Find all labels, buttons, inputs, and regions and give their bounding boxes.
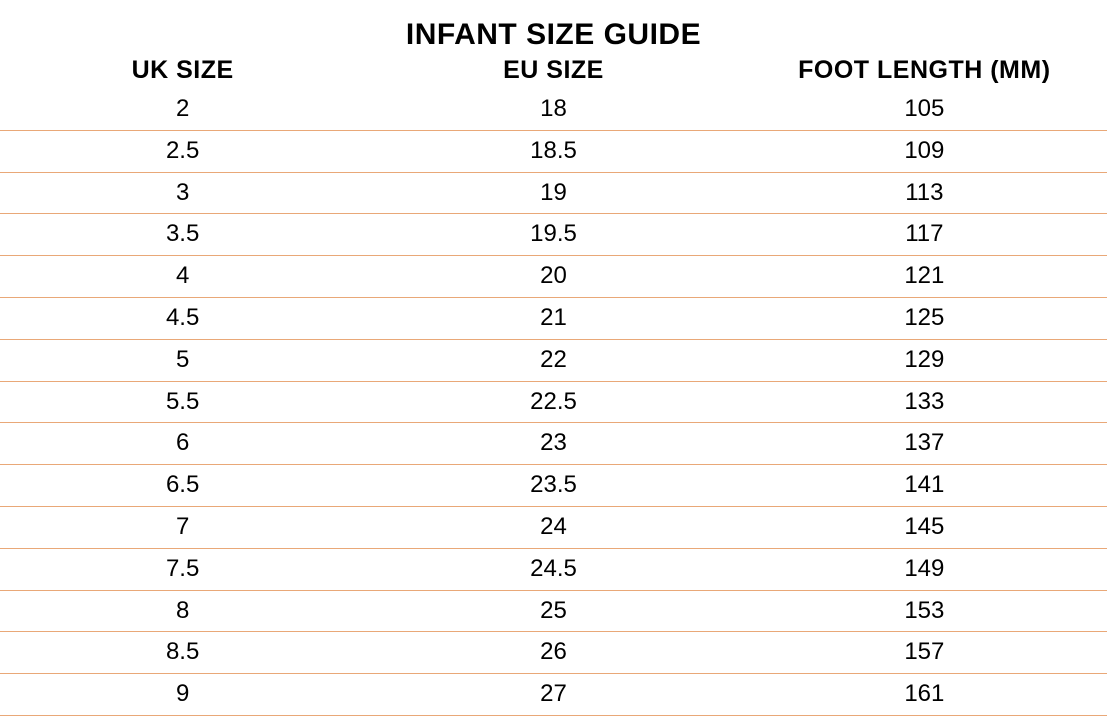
table-row: 319113: [0, 172, 1107, 214]
table-row: 4.521125: [0, 297, 1107, 339]
table-cell: 24: [365, 506, 741, 548]
table-cell: 137: [742, 423, 1107, 465]
size-guide-table: UK SIZE EU SIZE FOOT LENGTH (MM) 2181052…: [0, 54, 1107, 716]
table-cell: 149: [742, 548, 1107, 590]
table-row: 927161: [0, 674, 1107, 716]
table-row: 8.526157: [0, 632, 1107, 674]
table-cell: 20: [365, 256, 741, 298]
table-row: 218105: [0, 89, 1107, 130]
table-cell: 3.5: [0, 214, 365, 256]
table-cell: 117: [742, 214, 1107, 256]
table-cell: 145: [742, 506, 1107, 548]
table-cell: 19: [365, 172, 741, 214]
table-row: 623137: [0, 423, 1107, 465]
table-cell: 8.5: [0, 632, 365, 674]
col-header-uk-size: UK SIZE: [0, 54, 365, 89]
table-cell: 23.5: [365, 465, 741, 507]
table-cell: 105: [742, 89, 1107, 130]
table-cell: 18: [365, 89, 741, 130]
col-header-foot-length: FOOT LENGTH (MM): [742, 54, 1107, 89]
table-cell: 25: [365, 590, 741, 632]
table-row: 7.524.5149: [0, 548, 1107, 590]
table-cell: 18.5: [365, 130, 741, 172]
table-cell: 3: [0, 172, 365, 214]
table-row: 825153: [0, 590, 1107, 632]
table-cell: 4: [0, 256, 365, 298]
table-cell: 9: [0, 674, 365, 716]
table-cell: 6.5: [0, 465, 365, 507]
table-cell: 7.5: [0, 548, 365, 590]
table-cell: 161: [742, 674, 1107, 716]
table-cell: 26: [365, 632, 741, 674]
table-cell: 109: [742, 130, 1107, 172]
table-cell: 141: [742, 465, 1107, 507]
table-cell: 7: [0, 506, 365, 548]
table-row: 522129: [0, 339, 1107, 381]
table-cell: 125: [742, 297, 1107, 339]
table-row: 724145: [0, 506, 1107, 548]
table-row: 3.519.5117: [0, 214, 1107, 256]
table-cell: 8: [0, 590, 365, 632]
table-cell: 23: [365, 423, 741, 465]
table-row: 5.522.5133: [0, 381, 1107, 423]
table-cell: 5: [0, 339, 365, 381]
table-title: INFANT SIZE GUIDE: [0, 18, 1107, 52]
table-header-row: UK SIZE EU SIZE FOOT LENGTH (MM): [0, 54, 1107, 89]
table-cell: 5.5: [0, 381, 365, 423]
table-cell: 153: [742, 590, 1107, 632]
table-cell: 133: [742, 381, 1107, 423]
table-cell: 121: [742, 256, 1107, 298]
table-cell: 19.5: [365, 214, 741, 256]
table-row: 6.523.5141: [0, 465, 1107, 507]
table-row: 420121: [0, 256, 1107, 298]
table-cell: 2: [0, 89, 365, 130]
table-row: 2.518.5109: [0, 130, 1107, 172]
table-cell: 21: [365, 297, 741, 339]
table-cell: 27: [365, 674, 741, 716]
table-cell: 2.5: [0, 130, 365, 172]
col-header-eu-size: EU SIZE: [365, 54, 741, 89]
table-cell: 157: [742, 632, 1107, 674]
table-cell: 6: [0, 423, 365, 465]
table-cell: 113: [742, 172, 1107, 214]
table-cell: 129: [742, 339, 1107, 381]
table-cell: 22: [365, 339, 741, 381]
table-cell: 24.5: [365, 548, 741, 590]
table-cell: 22.5: [365, 381, 741, 423]
table-cell: 4.5: [0, 297, 365, 339]
